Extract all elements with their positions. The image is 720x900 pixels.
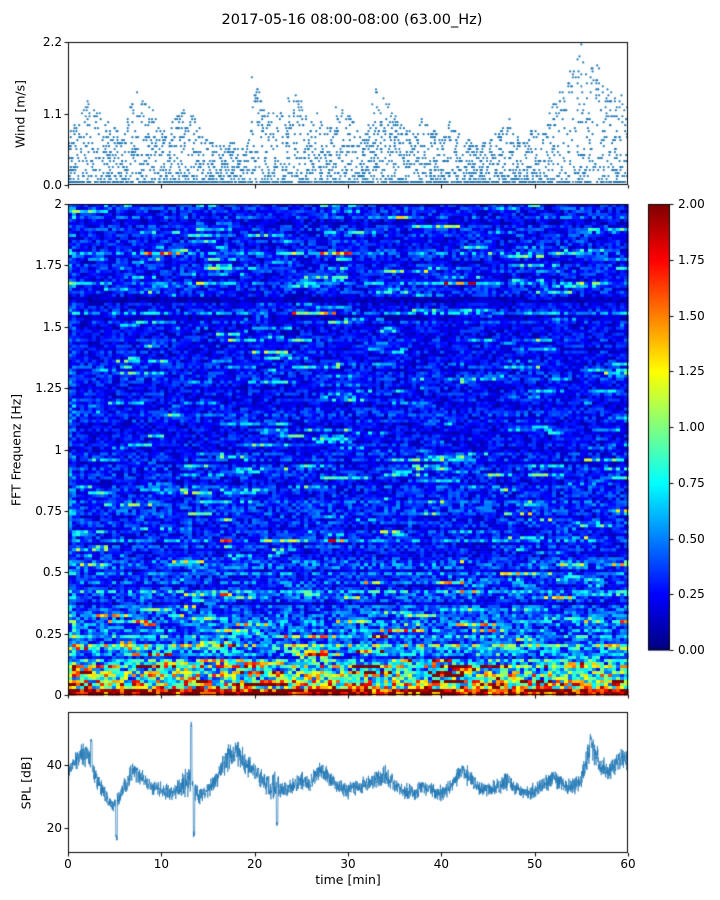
spl-line-plot <box>62 706 634 859</box>
spectrogram-y-axis-label: FFT Frequenz [Hz] <box>8 393 24 506</box>
fft-spectrogram-heatmap <box>62 198 634 701</box>
colorbar-tick-label: 0.75 <box>678 475 705 490</box>
colorbar <box>642 198 684 656</box>
spectrogram-ytick-label: 0.25 <box>35 626 62 641</box>
spectrogram-ytick-label: 0 <box>54 688 62 702</box>
spl-ytick-label: 20 <box>46 820 62 835</box>
spectrogram-ytick-label: 0.5 <box>42 565 62 580</box>
x-tick-label: 40 <box>433 857 449 871</box>
x-tick-label: 20 <box>247 857 263 871</box>
colorbar-tick-label: 1.25 <box>678 364 705 379</box>
spectrogram-ytick-label: 1.25 <box>35 381 62 396</box>
x-tick-label: 60 <box>620 857 636 871</box>
wind-y-axis-label: Wind [m/s] <box>12 79 28 148</box>
spl-y-axis-label: SPL [dB] <box>18 756 34 809</box>
x-tick-label: 10 <box>153 857 169 871</box>
spectrogram-ytick-label: 1 <box>54 442 62 457</box>
chart-title: 2017-05-16 08:00-08:00 (63.00_Hz) <box>221 12 483 28</box>
x-axis-label: time [min] <box>315 872 381 887</box>
spectrogram-ytick-label: 1.5 <box>42 319 62 334</box>
colorbar-tick-label: 1.00 <box>678 420 705 434</box>
x-tick-label: 30 <box>340 857 356 871</box>
spectrogram-ytick-label: 2 <box>54 197 62 211</box>
colorbar-tick-label: 0.50 <box>678 531 705 546</box>
colorbar-tick-label: 0.25 <box>678 587 705 602</box>
spectrogram-ytick-label: 1.75 <box>35 258 62 273</box>
wind-ytick-label: 1.1 <box>42 106 62 121</box>
wind-ytick-label: 2.2 <box>42 35 62 49</box>
spectrogram-ytick-label: 0.75 <box>35 503 62 518</box>
colorbar-tick-label: 0.00 <box>678 643 705 657</box>
wind-scatter-plot <box>62 36 634 191</box>
x-tick-label: 0 <box>64 857 72 871</box>
colorbar-tick-label: 2.00 <box>678 197 705 211</box>
spl-ytick-label: 40 <box>46 758 62 773</box>
wind-ytick-label: 0.0 <box>42 178 62 192</box>
colorbar-tick-label: 1.50 <box>678 308 705 323</box>
colorbar-tick-label: 1.75 <box>678 252 705 267</box>
x-tick-label: 50 <box>527 857 543 871</box>
